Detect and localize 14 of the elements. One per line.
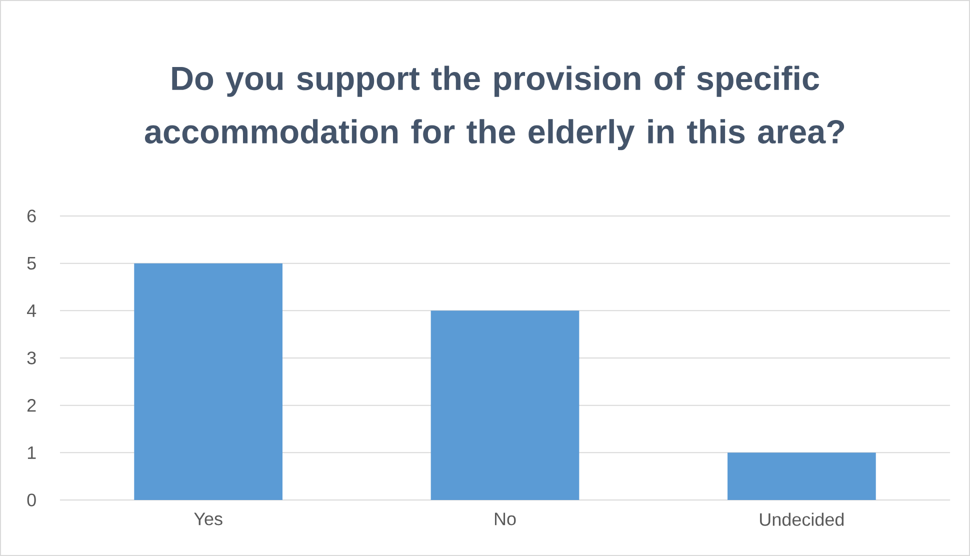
y-tick-label: 6	[28, 210, 36, 222]
x-tick-label: Yes	[194, 512, 222, 526]
y-tick-label: 5	[27, 257, 36, 270]
chart-title: Do you support the provision of specific accommodation for the elderly in this area?	[144, 66, 844, 150]
x-tick-label: Undecided	[760, 512, 844, 526]
y-tick-label: 1	[28, 446, 36, 459]
bar	[134, 263, 282, 500]
y-tick-label: 4	[27, 304, 36, 317]
x-tick-label: No	[494, 512, 516, 526]
y-tick-label: 3	[27, 352, 36, 364]
y-tick-label: 0	[27, 494, 36, 506]
bar	[728, 452, 876, 500]
y-tick-label: 2	[27, 399, 36, 412]
bar	[430, 310, 580, 500]
